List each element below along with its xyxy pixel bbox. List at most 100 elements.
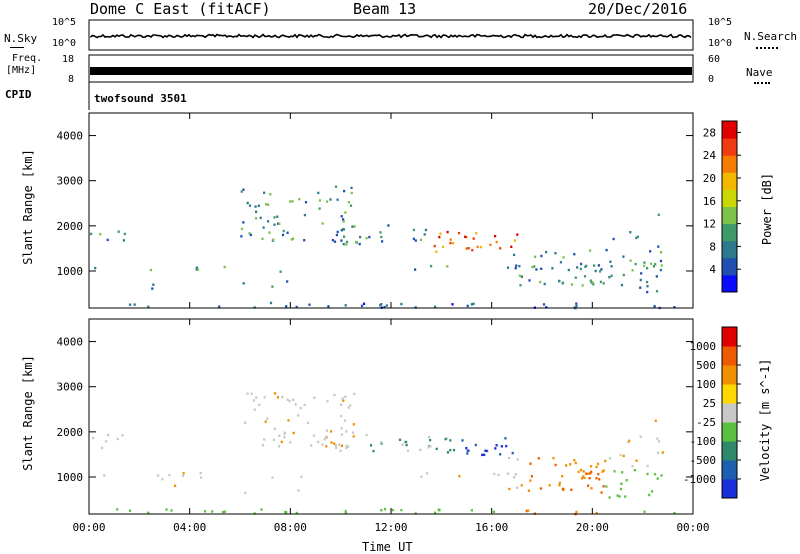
echo-cell xyxy=(660,264,663,267)
y-tick-label: 4000 xyxy=(57,336,84,349)
echo-cell xyxy=(429,438,432,442)
echo-cell xyxy=(276,215,279,218)
echo-cell xyxy=(539,280,542,284)
echo-cell xyxy=(428,435,431,439)
echo-cell xyxy=(381,240,384,243)
echo-cell xyxy=(597,472,600,476)
echo-cell xyxy=(629,231,632,234)
echo-cell xyxy=(657,451,660,454)
echo-cell xyxy=(329,198,332,201)
echo-cell xyxy=(620,283,624,287)
echo-cell xyxy=(598,478,601,481)
echo-cell xyxy=(317,440,320,444)
echo-cell xyxy=(639,286,642,289)
echo-cell xyxy=(223,510,226,513)
echo-cell xyxy=(527,489,530,492)
echo-cell xyxy=(297,489,300,492)
echo-cell xyxy=(561,475,564,478)
echo-cell xyxy=(165,508,168,511)
echo-cell xyxy=(508,456,511,460)
nave-legend-line xyxy=(754,82,770,84)
time-xlabel: Time UT xyxy=(362,540,413,554)
colorbar-segment xyxy=(722,384,737,404)
echo-cell xyxy=(244,491,247,495)
echo-cell xyxy=(591,281,594,284)
echo-cell xyxy=(660,251,663,254)
echo-cell xyxy=(333,393,336,397)
echo-cell xyxy=(420,475,423,478)
echo-cell xyxy=(610,274,613,277)
echo-cell xyxy=(116,437,119,441)
echo-cell xyxy=(279,270,282,273)
echo-cell xyxy=(340,239,343,242)
echo-cell xyxy=(585,472,588,475)
freq-label-2: [MHz] xyxy=(6,65,37,76)
echo-cell xyxy=(334,444,337,447)
echo-cell xyxy=(622,273,625,277)
power-scatter xyxy=(90,185,676,310)
echo-cell xyxy=(372,449,375,453)
echo-cell xyxy=(513,253,516,257)
echo-cell xyxy=(294,403,297,406)
echo-cell xyxy=(151,287,154,290)
echo-cell xyxy=(589,472,592,475)
cpid-value: twofsound 3501 xyxy=(94,92,187,105)
echo-cell xyxy=(248,232,251,235)
echo-cell xyxy=(365,433,368,437)
echo-cell xyxy=(558,484,561,487)
echo-cell xyxy=(645,280,649,284)
echo-cell xyxy=(286,280,289,283)
echo-cell xyxy=(345,444,348,448)
echo-cell xyxy=(535,268,538,271)
echo-cell xyxy=(449,238,452,241)
echo-cell xyxy=(654,263,657,266)
echo-cell xyxy=(520,484,523,487)
echo-cell xyxy=(613,470,616,473)
echo-cell xyxy=(344,211,347,214)
echo-cell xyxy=(122,239,125,242)
x-tick-label: 12:00 xyxy=(374,521,407,534)
echo-cell xyxy=(211,510,214,513)
echo-cell xyxy=(497,473,500,477)
echo-cell xyxy=(199,471,202,475)
echo-cell xyxy=(195,266,199,269)
echo-cell xyxy=(347,201,350,204)
echo-cell xyxy=(529,462,532,465)
echo-cell xyxy=(466,304,469,308)
echo-cell xyxy=(513,476,516,479)
noise-trace xyxy=(90,33,692,39)
echo-cell xyxy=(350,186,353,190)
echo-cell xyxy=(383,507,387,511)
echo-cell xyxy=(273,216,276,219)
colorbar-tick-label: 20 xyxy=(703,172,716,185)
echo-cell xyxy=(242,221,245,224)
echo-cell xyxy=(273,392,277,395)
echo-cell xyxy=(261,237,264,240)
echo-cell xyxy=(594,269,597,273)
echo-cell xyxy=(318,199,322,202)
echo-cell xyxy=(331,239,334,242)
echo-cell xyxy=(494,235,497,238)
echo-cell xyxy=(570,488,573,491)
echo-cell xyxy=(161,478,164,481)
nsearch-legend-line xyxy=(756,47,778,49)
echo-cell xyxy=(168,473,171,477)
echo-cell xyxy=(263,396,266,399)
echo-cell xyxy=(655,290,659,293)
echo-cell xyxy=(471,249,474,252)
echo-cell xyxy=(303,239,306,242)
echo-cell xyxy=(282,229,285,233)
echo-cell xyxy=(278,445,281,448)
echo-cell xyxy=(493,472,496,476)
colorbar-segment xyxy=(722,121,737,139)
echo-cell xyxy=(405,440,408,444)
x-tick-label: 08:00 xyxy=(274,521,307,534)
echo-cell xyxy=(650,262,653,265)
echo-cell xyxy=(593,264,596,267)
echo-cell xyxy=(286,231,289,234)
echo-cell xyxy=(261,444,264,447)
echo-cell xyxy=(94,266,97,270)
echo-cell xyxy=(182,474,185,478)
echo-cell xyxy=(333,240,337,243)
echo-cell xyxy=(499,247,502,250)
